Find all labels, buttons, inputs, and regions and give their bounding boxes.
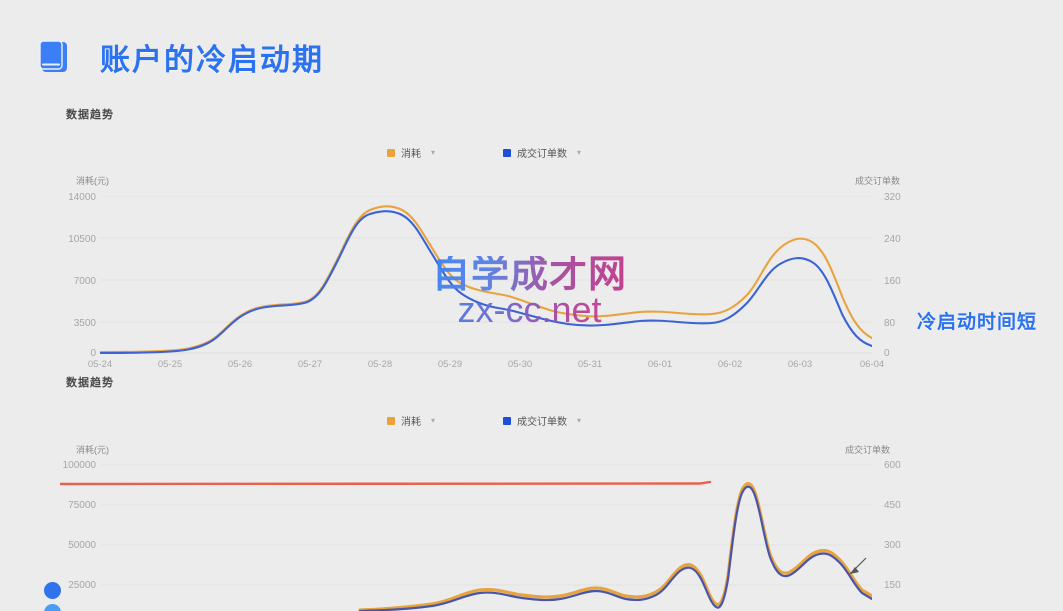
chart-2-y2tick-3: 150 xyxy=(884,580,901,591)
legend-label-orders: 成交订单数 xyxy=(517,149,568,160)
chart-1-xtick-0: 05-24 xyxy=(87,359,113,370)
legend-item-consume[interactable]: 消耗 ▾ xyxy=(387,145,435,160)
chart-2-y2tick-2: 300 xyxy=(884,540,901,551)
chart-2-y-axis-title: 消耗(元) xyxy=(76,445,109,455)
chart-1-ytick-2: 7000 xyxy=(73,276,96,287)
chart-1-xtick-10: 06-03 xyxy=(787,359,813,370)
chart-2-ytick-0: 100000 xyxy=(62,460,96,471)
chevron-down-icon[interactable]: ▾ xyxy=(577,148,582,157)
chart-2-series-orders xyxy=(358,485,872,611)
chevron-down-icon[interactable]: ▾ xyxy=(431,148,436,157)
chart-1: 消耗(元) 成交订单数 14000 10500 7000 3500 0 320 … xyxy=(0,168,1063,373)
chart-2-reference-line xyxy=(60,480,712,486)
chart-1-series-consume xyxy=(100,205,872,354)
chart-1-y2tick-2: 160 xyxy=(884,276,901,287)
trend-arrow-annotation xyxy=(849,557,867,575)
legend-swatch-consume xyxy=(387,416,395,425)
chart-2-gridlines xyxy=(102,464,872,586)
chart-1-y2tick-4: 0 xyxy=(884,348,890,359)
chart-1-y2tick-0: 320 xyxy=(884,192,901,203)
panel-1-label: 数据趋势 xyxy=(66,109,114,121)
legend-swatch-orders xyxy=(503,148,512,157)
chart-1-xtick-5: 05-29 xyxy=(437,359,463,370)
chart-1-ytick-1: 10500 xyxy=(68,234,96,245)
chart-1-xtick-1: 05-25 xyxy=(157,359,183,370)
chart-1-ytick-0: 14000 xyxy=(68,192,96,203)
panel-chart-1: 数据趋势 消耗 ▾ 成交订单数 ▾ 消耗(元) 成交订单数 14000 1050… xyxy=(0,109,1063,373)
chart-2-ytick-2: 50000 xyxy=(68,540,96,551)
chart-1-y2tick-1: 240 xyxy=(884,234,901,245)
bullet-dot-2 xyxy=(44,604,61,611)
chart-2-plot xyxy=(60,464,872,611)
chart-1-xtick-4: 05-28 xyxy=(367,359,393,370)
chart-2-y2-axis-title: 成交订单数 xyxy=(845,445,891,455)
chart-1-y2tick-3: 80 xyxy=(884,318,896,329)
legend-item-consume[interactable]: 消耗 ▾ xyxy=(387,413,435,428)
chart-1-plot xyxy=(100,196,872,356)
chart-1-xtick-2: 05-26 xyxy=(227,359,253,370)
chart-1-svg xyxy=(100,196,872,355)
chart-1-xtick-3: 05-27 xyxy=(297,359,323,370)
chart-1-xtick-8: 06-01 xyxy=(647,359,673,370)
book-icon xyxy=(32,35,76,79)
legend-item-orders[interactable]: 成交订单数 ▾ xyxy=(503,413,581,428)
legend-label-consume: 消耗 xyxy=(401,417,421,428)
chart-2-svg xyxy=(60,464,872,611)
panel-1-legend: 消耗 ▾ 成交订单数 ▾ xyxy=(387,145,581,160)
chart-1-y2-axis-title: 成交订单数 xyxy=(855,176,901,186)
chart-1-xtick-11: 06-04 xyxy=(859,359,885,370)
page-header: 账户的冷启动期 xyxy=(0,22,1063,92)
chevron-down-icon[interactable]: ▾ xyxy=(577,416,582,425)
bullet-dot-1 xyxy=(44,582,61,599)
chart-1-xtick-9: 06-02 xyxy=(717,359,743,370)
chart-2-y2tick-0: 600 xyxy=(884,460,901,471)
panel-2-label: 数据趋势 xyxy=(66,377,114,389)
chart-1-ytick-4: 0 xyxy=(90,348,96,359)
chart-1-series-orders xyxy=(100,210,872,355)
chart-1-ytick-3: 3500 xyxy=(73,318,96,329)
chevron-down-icon[interactable]: ▾ xyxy=(431,416,436,425)
annotation-short-cold-start: 冷启动时间短 xyxy=(917,312,1038,333)
chart-1-xtick-7: 05-31 xyxy=(577,359,603,370)
chart-1-xtick-6: 05-30 xyxy=(507,359,533,370)
chart-2-ytick-1: 75000 xyxy=(68,500,96,511)
chart-2-series-consume xyxy=(358,482,872,611)
legend-label-consume: 消耗 xyxy=(401,149,421,160)
chart-1-gridlines xyxy=(100,196,872,354)
legend-swatch-orders xyxy=(503,416,512,425)
legend-label-orders: 成交订单数 xyxy=(517,417,568,428)
legend-swatch-consume xyxy=(387,148,395,157)
chart-1-y-axis-title: 消耗(元) xyxy=(76,176,109,186)
chart-2-y2tick-1: 450 xyxy=(884,500,901,511)
legend-item-orders[interactable]: 成交订单数 ▾ xyxy=(503,145,581,160)
page-title: 账户的冷启动期 xyxy=(100,44,324,77)
chart-2-ytick-3: 25000 xyxy=(68,580,96,591)
panel-chart-2: 数据趋势 消耗 ▾ 成交订单数 ▾ 消耗(元) 成交订单数 100000 750… xyxy=(0,368,1063,611)
chart-2: 消耗(元) 成交订单数 100000 75000 50000 25000 600… xyxy=(0,438,1063,611)
panel-2-legend: 消耗 ▾ 成交订单数 ▾ xyxy=(387,413,581,428)
